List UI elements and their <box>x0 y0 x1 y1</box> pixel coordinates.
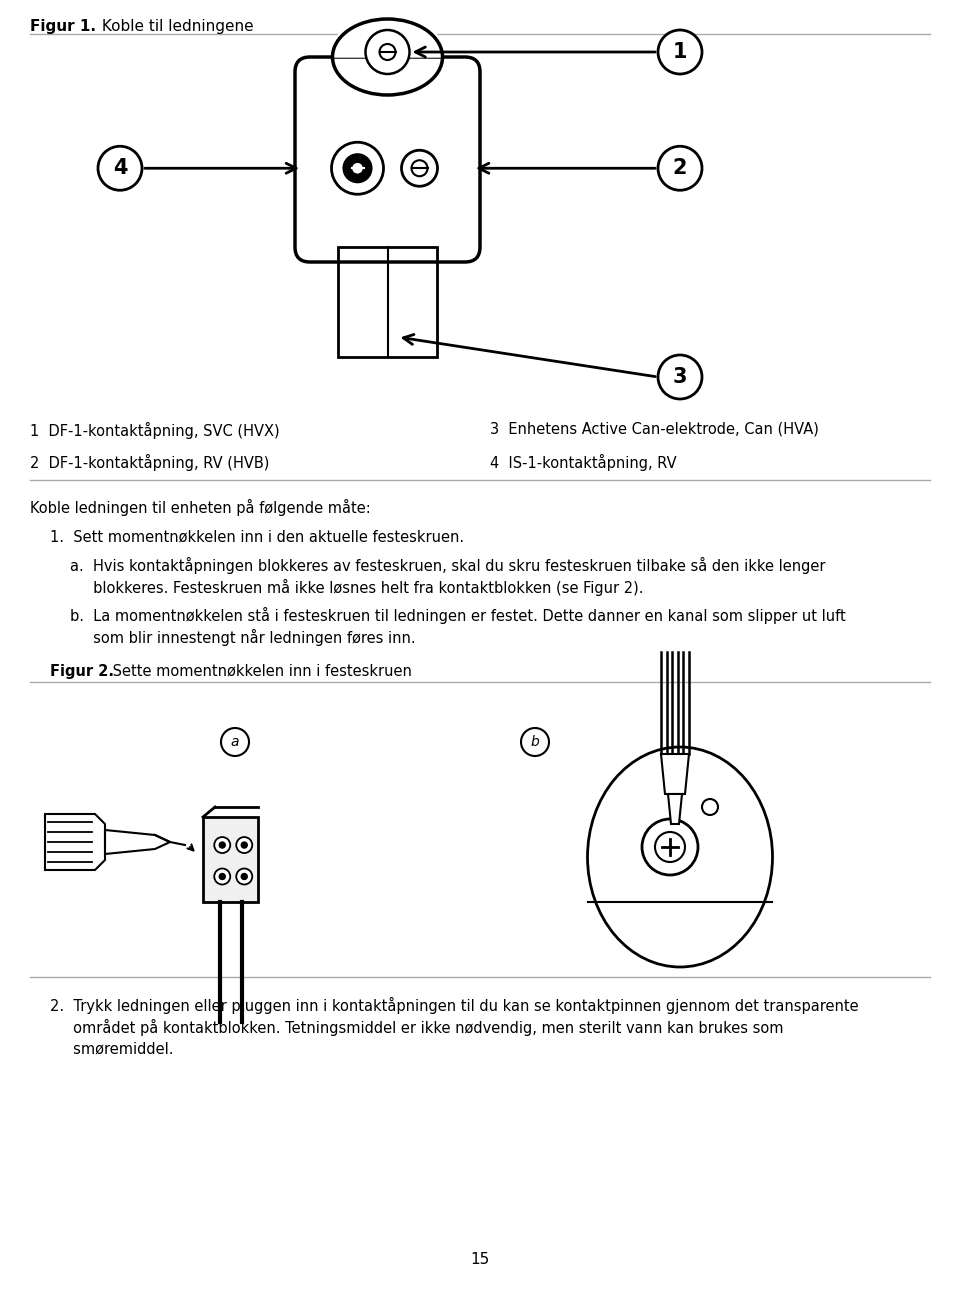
Text: a: a <box>230 735 239 748</box>
Text: a.  Hvis kontaktåpningen blokkeres av festeskruen, skal du skru festeskruen tilb: a. Hvis kontaktåpningen blokkeres av fes… <box>70 556 826 575</box>
Polygon shape <box>45 815 105 870</box>
Text: 4  IS-1-kontaktåpning, RV: 4 IS-1-kontaktåpning, RV <box>490 454 677 471</box>
Circle shape <box>366 30 410 74</box>
Text: b.  La momentnøkkelen stå i festeskruen til ledningen er festet. Dette danner en: b. La momentnøkkelen stå i festeskruen t… <box>70 607 846 624</box>
Text: b: b <box>531 735 540 748</box>
Text: blokkeres. Festeskruen må ikke løsnes helt fra kontaktblokken (se Figur 2).: blokkeres. Festeskruen må ikke løsnes he… <box>70 578 643 597</box>
Circle shape <box>236 837 252 853</box>
Wedge shape <box>334 3 442 57</box>
Circle shape <box>351 162 364 174</box>
Circle shape <box>221 728 249 756</box>
Text: Figur 1.: Figur 1. <box>30 19 96 34</box>
Circle shape <box>521 728 549 756</box>
Circle shape <box>214 837 230 853</box>
Text: området på kontaktblokken. Tetningsmiddel er ikke nødvendig, men sterilt vann ka: området på kontaktblokken. Tetningsmidde… <box>50 1019 783 1036</box>
Text: 1: 1 <box>673 42 687 62</box>
Text: 2  DF-1-kontaktåpning, RV (HVB): 2 DF-1-kontaktåpning, RV (HVB) <box>30 454 270 471</box>
Circle shape <box>401 150 438 187</box>
Circle shape <box>658 355 702 399</box>
Text: smøremiddel.: smøremiddel. <box>50 1041 174 1056</box>
Circle shape <box>241 873 248 879</box>
Polygon shape <box>105 830 170 853</box>
Circle shape <box>236 869 252 885</box>
Text: Sette momentnøkkelen inn i festeskruen: Sette momentnøkkelen inn i festeskruen <box>108 664 412 680</box>
Circle shape <box>214 869 230 885</box>
Text: 15: 15 <box>470 1252 490 1267</box>
Text: 3  Enhetens Active Can-elektrode, Can (HVA): 3 Enhetens Active Can-elektrode, Can (HV… <box>490 422 819 437</box>
Bar <box>203 817 258 901</box>
Text: som blir innestengt når ledningen føres inn.: som blir innestengt når ledningen føres … <box>70 629 416 646</box>
Text: Koble til ledningene: Koble til ledningene <box>97 19 253 34</box>
Circle shape <box>658 147 702 191</box>
Circle shape <box>331 143 383 195</box>
Polygon shape <box>661 754 689 794</box>
Text: 1  DF-1-kontaktåpning, SVC (HVX): 1 DF-1-kontaktåpning, SVC (HVX) <box>30 422 279 438</box>
Circle shape <box>344 154 372 183</box>
Text: 1.  Sett momentnøkkelen inn i den aktuelle festeskruen.: 1. Sett momentnøkkelen inn i den aktuell… <box>50 529 464 543</box>
Text: 2.  Trykk ledningen eller pluggen inn i kontaktåpningen til du kan se kontaktpin: 2. Trykk ledningen eller pluggen inn i k… <box>50 997 858 1014</box>
Text: 4: 4 <box>112 158 128 178</box>
Circle shape <box>219 873 226 879</box>
Polygon shape <box>668 794 682 824</box>
Circle shape <box>98 147 142 191</box>
Text: 3: 3 <box>673 367 687 387</box>
Circle shape <box>702 799 718 815</box>
Circle shape <box>219 842 226 848</box>
Text: Figur 2.: Figur 2. <box>50 664 114 680</box>
Text: 2: 2 <box>673 158 687 178</box>
Circle shape <box>241 842 248 848</box>
Bar <box>338 246 437 357</box>
Text: Koble ledningen til enheten på følgende måte:: Koble ledningen til enheten på følgende … <box>30 499 371 516</box>
Circle shape <box>658 30 702 74</box>
